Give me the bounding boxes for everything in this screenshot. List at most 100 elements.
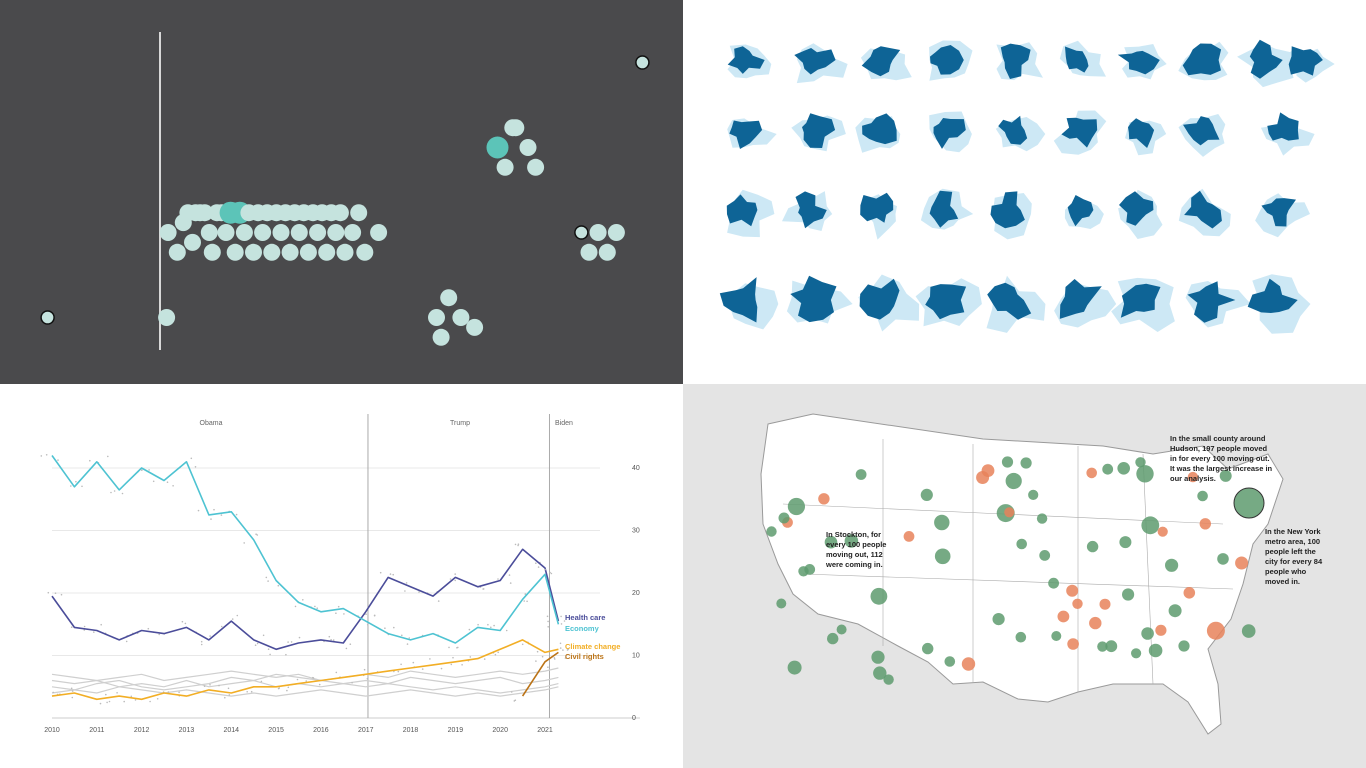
raw-point (285, 653, 287, 656)
raw-point (536, 650, 539, 653)
beeswarm-point (159, 224, 177, 241)
raw-point (546, 615, 549, 618)
migration-bubble (944, 656, 956, 667)
migration-bubble (1020, 457, 1032, 469)
raw-point (314, 605, 316, 608)
lake-shape (1064, 195, 1104, 229)
lake-shape (727, 44, 772, 79)
beeswarm-point (217, 224, 235, 241)
migration-bubble (1155, 624, 1167, 636)
other-series-line (51, 667, 559, 691)
raw-point (290, 641, 293, 643)
beeswarm-point (370, 224, 388, 241)
lake-shape (1125, 118, 1167, 156)
beeswarm-point (350, 204, 368, 222)
x-tick-label: 2015 (268, 727, 284, 734)
raw-point (184, 622, 187, 625)
raw-point (287, 686, 290, 689)
lake-shape (1118, 189, 1163, 239)
beeswarm-point (40, 310, 55, 325)
raw-point (70, 626, 73, 628)
y-tick-label: 0 (632, 715, 636, 722)
migration-bubble (1157, 526, 1168, 537)
raw-point (448, 646, 450, 649)
migration-bubble (981, 464, 995, 477)
raw-point (560, 623, 563, 625)
beeswarm-point (331, 204, 349, 222)
raw-point (75, 480, 77, 483)
raw-point (52, 691, 54, 694)
migration-bubble (992, 613, 1005, 626)
raw-point (316, 607, 319, 609)
lake-shape (915, 278, 982, 327)
migration-bubble (1015, 631, 1027, 643)
raw-point (194, 466, 197, 468)
raw-point (408, 637, 411, 639)
beeswarm-point (254, 224, 272, 241)
x-tick-label: 2017 (358, 727, 374, 734)
raw-point (450, 663, 453, 666)
migration-bubble (1099, 598, 1111, 610)
raw-point (547, 666, 549, 668)
raw-point (535, 660, 537, 662)
raw-point (457, 646, 459, 649)
raw-point (514, 543, 517, 546)
era-label: Biden (555, 420, 573, 427)
migration-bubble (922, 642, 934, 655)
raw-point (147, 627, 150, 630)
raw-point (497, 651, 500, 654)
map-annotation: In the small county around (1170, 434, 1266, 443)
raw-point (70, 485, 72, 487)
raw-point (482, 588, 485, 590)
raw-point (178, 691, 180, 694)
raw-point (298, 636, 301, 639)
migration-bubble (1148, 643, 1163, 658)
migration-bubble (871, 650, 885, 664)
migration-bubble (824, 535, 838, 549)
migration-bubble (1089, 616, 1102, 630)
other-series-line (51, 670, 559, 694)
raw-point (149, 700, 151, 703)
raw-point (70, 687, 73, 690)
raw-point (437, 600, 440, 602)
raw-point (190, 457, 193, 460)
raw-point (487, 623, 489, 626)
x-tick-label: 2018 (403, 727, 419, 734)
migration-bubble (1051, 631, 1062, 641)
raw-point (277, 584, 280, 587)
raw-point (105, 693, 107, 696)
line-chart-panel: Obama Trump Biden 0 10 20 30 40 2010 2011 2012 2013… (0, 384, 683, 768)
migration-bubble (1206, 621, 1225, 640)
migration-bubble (1131, 648, 1142, 659)
raw-point (497, 578, 499, 580)
lake-shape (1178, 41, 1229, 81)
raw-point (559, 647, 562, 649)
raw-point (210, 518, 212, 520)
lake-shape (1185, 281, 1251, 328)
map-annotation: metro area, 100 (1265, 537, 1320, 546)
raw-point (483, 658, 486, 660)
beeswarm-point (344, 224, 362, 241)
lake-shapes-grid (719, 39, 1335, 334)
raw-point (544, 568, 546, 571)
raw-point (200, 640, 203, 643)
y-tick-label: 40 (632, 465, 640, 472)
raw-point (318, 683, 321, 686)
lake-shape (719, 277, 779, 330)
lake-shape (995, 115, 1046, 152)
raw-point (243, 542, 245, 544)
raw-point (400, 663, 402, 666)
beeswarm-point (574, 225, 589, 240)
migration-bubble (855, 469, 867, 480)
series-line (51, 455, 560, 644)
beeswarm-chart-panel (0, 0, 683, 384)
lake-shape (794, 43, 848, 84)
migration-bubble (1141, 516, 1160, 535)
raw-point (130, 695, 133, 698)
raw-point (541, 655, 544, 658)
map-annotation: city for every 84 (1265, 557, 1323, 566)
x-tick-label: 2012 (134, 727, 150, 734)
migration-bubble (1039, 550, 1051, 561)
lake-shape (990, 191, 1032, 240)
raw-point (393, 626, 395, 629)
